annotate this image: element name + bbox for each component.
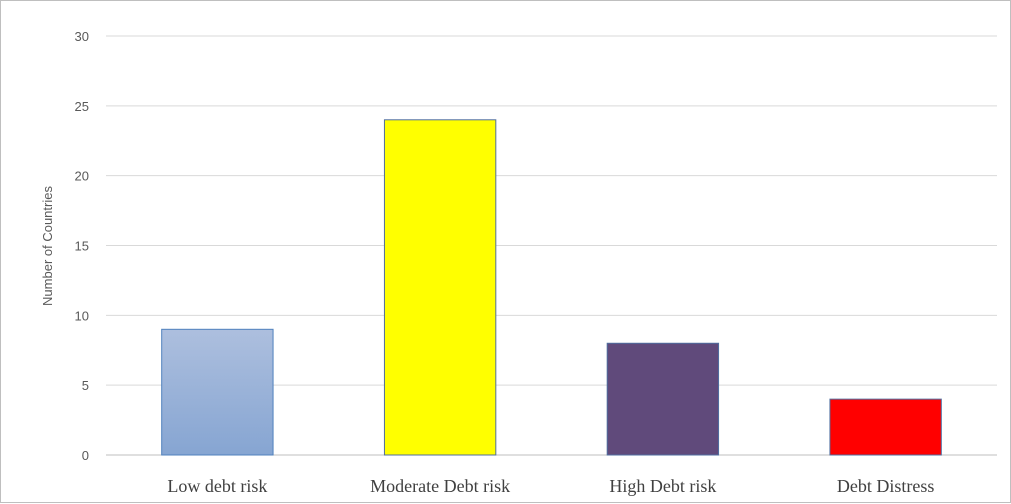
bars — [161, 119, 942, 456]
y-tick-label: 0 — [82, 448, 89, 463]
category-label: Moderate Debt risk — [370, 476, 510, 496]
category-label: Debt Distress — [837, 476, 935, 496]
category-label: Low debt risk — [167, 476, 267, 496]
y-tick-label: 10 — [75, 308, 89, 323]
y-tick-label: 20 — [75, 169, 89, 184]
y-tick-label: 25 — [75, 99, 89, 114]
y-tick-labels: 0 5 10 15 20 25 30 — [75, 29, 89, 463]
category-labels: Low debt risk Moderate Debt risk High Debt… — [167, 476, 934, 496]
bar-debt-distress — [829, 398, 942, 456]
bar-high-debt-risk — [606, 342, 720, 456]
category-label: High Debt risk — [609, 476, 716, 496]
bar-moderate-debt-risk — [383, 119, 497, 456]
y-tick-label: 5 — [82, 378, 89, 393]
y-axis-label: Number of Countries — [40, 186, 55, 306]
y-tick-label: 30 — [75, 29, 89, 44]
y-tick-label: 15 — [75, 239, 89, 254]
bar-low-debt-risk — [161, 328, 274, 456]
